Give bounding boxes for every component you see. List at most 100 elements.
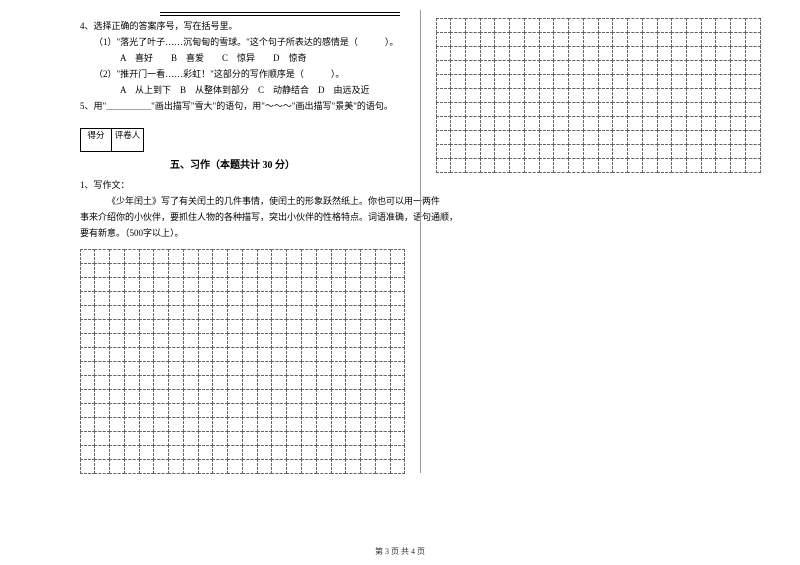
grid-cell [642, 46, 658, 61]
grid-cell [390, 263, 406, 278]
grid-cell [139, 389, 155, 404]
grid-cell [227, 291, 243, 306]
grid-cell [212, 389, 228, 404]
grid-cell [390, 431, 406, 446]
grid-cell [94, 431, 110, 446]
grid-cell [109, 347, 125, 362]
grid-cell [331, 403, 347, 418]
grid-cell [124, 305, 140, 320]
grid-cell [168, 375, 184, 390]
grid-cell [124, 249, 140, 264]
score-box: 得分 评卷人 [80, 128, 405, 152]
grid-cell [390, 389, 406, 404]
grid-cell [494, 102, 510, 117]
grid-cell [316, 347, 332, 362]
grid-cell [598, 74, 614, 89]
grid-cell [627, 158, 643, 173]
grid-cell [227, 417, 243, 432]
grid-cell [553, 32, 569, 47]
grid-cell [465, 46, 481, 61]
grid-cell [450, 18, 466, 33]
grid-cell [686, 32, 702, 47]
grid-cell [286, 375, 302, 390]
grid-cell [124, 459, 140, 474]
grid-cell [627, 32, 643, 47]
grid-cell [168, 431, 184, 446]
grid-cell [657, 102, 673, 117]
grid-cell [153, 277, 169, 292]
grid-cell [301, 305, 317, 320]
grid-cell [124, 431, 140, 446]
grid-cell [436, 46, 452, 61]
grid-cell [257, 389, 273, 404]
grid-cell [94, 277, 110, 292]
grid-cell [627, 130, 643, 145]
grid-cell [212, 431, 228, 446]
grid-cell [494, 130, 510, 145]
grid-cell [345, 375, 361, 390]
grid-cell [568, 102, 584, 117]
grid-cell [509, 32, 525, 47]
grid-cell [212, 361, 228, 376]
grid-cell [671, 32, 687, 47]
grid-cell [316, 305, 332, 320]
grid-cell [271, 375, 287, 390]
grid-cell [139, 431, 155, 446]
grid-cell [686, 46, 702, 61]
grid-cell [480, 18, 496, 33]
grid-cell [183, 319, 199, 334]
grid-cell [553, 130, 569, 145]
grid-cell [745, 130, 761, 145]
grid-cell [598, 32, 614, 47]
grid-cell [360, 319, 376, 334]
grid-cell [94, 445, 110, 460]
grid-cell [375, 403, 391, 418]
grid-cell [242, 305, 258, 320]
essay-p2: 事来介绍你的小伙伴，要抓住人物的各种描写，突出小伙伴的性格特点。词语准确，语句通… [80, 209, 405, 225]
q4-opts1: A 喜好 B 喜爱 C 惊异 D 惊奇 [80, 50, 405, 66]
grid-cell [242, 417, 258, 432]
grid-cell [730, 74, 746, 89]
grid-cell [227, 375, 243, 390]
grid-cell [271, 389, 287, 404]
grid-cell [345, 459, 361, 474]
grid-cell [242, 403, 258, 418]
grid-cell [701, 46, 717, 61]
grid-cell [124, 333, 140, 348]
grid-cell [316, 375, 332, 390]
grid-cell [212, 291, 228, 306]
grid-cell [390, 459, 406, 474]
grid-cell [715, 88, 731, 103]
grid-cell [139, 263, 155, 278]
grid-cell [183, 445, 199, 460]
grid-cell [286, 291, 302, 306]
grid-cell [168, 319, 184, 334]
grid-cell [524, 46, 540, 61]
grid-cell [509, 88, 525, 103]
grid-cell [465, 60, 481, 75]
grid-cell [80, 445, 96, 460]
grid-cell [436, 144, 452, 159]
grid-cell [657, 144, 673, 159]
grid-cell [657, 32, 673, 47]
grid-cell [642, 18, 658, 33]
grid-cell [316, 417, 332, 432]
grid-cell [331, 291, 347, 306]
grid-cell [598, 158, 614, 173]
grid-cell [198, 291, 214, 306]
grid-cell [316, 361, 332, 376]
answer-line [160, 15, 400, 16]
grid-cell [375, 389, 391, 404]
grid-cell [524, 130, 540, 145]
grid-cell [183, 389, 199, 404]
grid-cell [390, 333, 406, 348]
grid-cell [286, 347, 302, 362]
grid-cell [360, 431, 376, 446]
section-title: 五、习作（本题共计 30 分） [80, 156, 405, 171]
grid-cell [301, 431, 317, 446]
grid-cell [360, 277, 376, 292]
writing-grid-right [436, 18, 760, 172]
grid-cell [212, 263, 228, 278]
grid-cell [153, 417, 169, 432]
grid-cell [345, 431, 361, 446]
